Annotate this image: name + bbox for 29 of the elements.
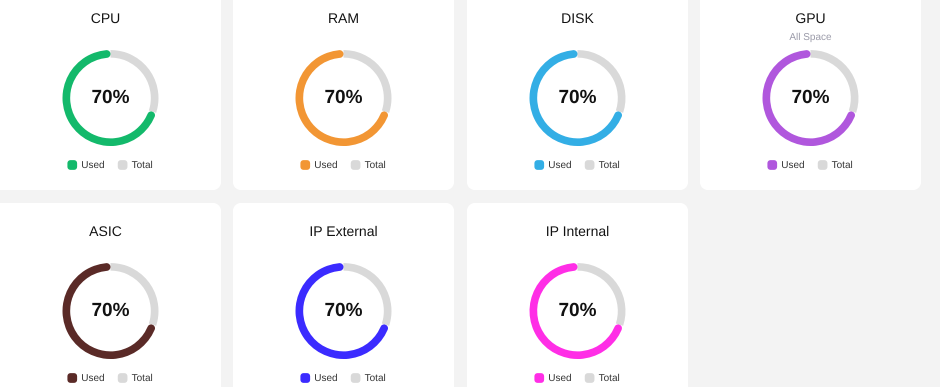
legend-label: Total — [364, 160, 386, 171]
data-label: 70% — [558, 300, 597, 322]
data-label: 70% — [324, 87, 363, 108]
chart-title: ASIC — [88, 223, 123, 239]
legend-label: Used — [81, 372, 105, 384]
chart-title: DISK — [560, 10, 595, 26]
legend-label: Total — [132, 372, 153, 384]
data-label: 70% — [324, 300, 363, 322]
chart-title: IP External — [308, 223, 379, 239]
legend-label: Used — [314, 160, 338, 171]
data-label: 70% — [91, 300, 130, 322]
legend-label: Total — [598, 372, 620, 384]
legend-label: Used — [81, 160, 105, 171]
legend-label: Used — [548, 160, 572, 171]
legend-label: Total — [598, 160, 620, 171]
legend-label: Total — [364, 372, 386, 384]
legend-label: Total — [832, 160, 853, 171]
legend-label: Used — [314, 372, 338, 384]
data-label: 70% — [558, 87, 597, 108]
data-label: 70% — [91, 87, 130, 108]
legend-label: Used — [781, 160, 805, 171]
chart-subtitle: All Space — [788, 32, 833, 43]
chart-title: CPU — [90, 10, 122, 26]
chart-title: GPU — [794, 10, 827, 26]
legend-label: Used — [548, 372, 572, 384]
chart-title: RAM — [326, 10, 360, 26]
data-label: 70% — [791, 87, 830, 108]
legend-label: Total — [132, 160, 153, 171]
chart-title: IP Internal — [544, 223, 610, 239]
